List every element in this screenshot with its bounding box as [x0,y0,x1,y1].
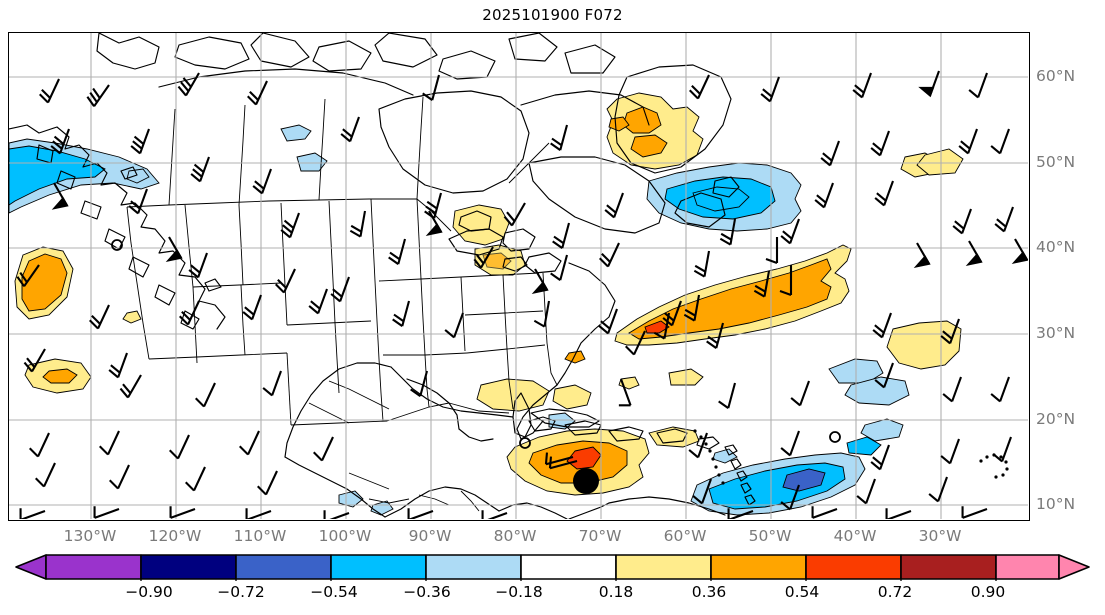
colorbar-tick-label: 0.90 [970,583,1006,601]
wind-barb-layer [16,70,1028,519]
colorbar-cell [235,554,332,580]
xtick-label: 120°W [148,527,202,545]
colorbar-cell [805,554,902,580]
xtick-label: 40°W [833,527,877,545]
colorbar-cell [615,554,712,580]
map-graphics [9,33,1028,519]
colorbar-cell [710,554,807,580]
colorbar-tick-label: 0.54 [784,583,820,601]
colorbar-tick-label: −0.90 [125,583,173,601]
xtick-label: 50°W [748,527,792,545]
gridline-layer [9,33,1028,519]
colorbar-tick-label: −0.72 [217,583,265,601]
map-panel [8,32,1030,521]
colorbar-extend-min [15,554,47,580]
political-border-layer [126,96,558,512]
colorbar-tick-label: 0.18 [598,583,634,601]
ytick-label: 20°N [1036,410,1076,428]
figure-title: 2025101900 F072 [482,6,623,24]
colorbar-cell [900,554,997,580]
cyclone-center-marker [573,468,599,494]
contour-fill-layer [9,92,964,516]
ytick-label: 30°N [1036,324,1076,342]
colorbar-cell [995,554,1060,580]
colorbar-tick-label: −0.36 [403,583,451,601]
colorbar-cell [45,554,142,580]
map-plot-area [8,32,1030,521]
colorbar-ticks [140,579,997,581]
xtick-label: 30°W [918,527,962,545]
ytick-label: 10°N [1036,495,1076,513]
xtick-label: 70°W [578,527,622,545]
xtick-label: 110°W [233,527,287,545]
colorbar-cell [425,554,522,580]
xtick-label: 100°W [318,527,372,545]
xtick-label: 80°W [493,527,537,545]
xtick-label: 90°W [408,527,452,545]
colorbar-tick-label: −0.18 [495,583,543,601]
colorbar-graphic [15,554,1090,581]
colorbar-cell [140,554,237,580]
colorbar-tick-label: 0.36 [691,583,727,601]
colorbar [8,553,1097,581]
colorbar-cell [330,554,427,580]
ytick-label: 50°N [1036,153,1076,171]
colorbar-tick-label: 0.72 [877,583,913,601]
colorbar-extend-max [1058,554,1090,580]
colorbar-tick-label: −0.54 [310,583,358,601]
ytick-label: 40°N [1036,238,1076,256]
xtick-label: 60°W [663,527,707,545]
xtick-label: 130°W [63,527,117,545]
ytick-label: 60°N [1036,67,1076,85]
colorbar-cell [520,554,617,580]
